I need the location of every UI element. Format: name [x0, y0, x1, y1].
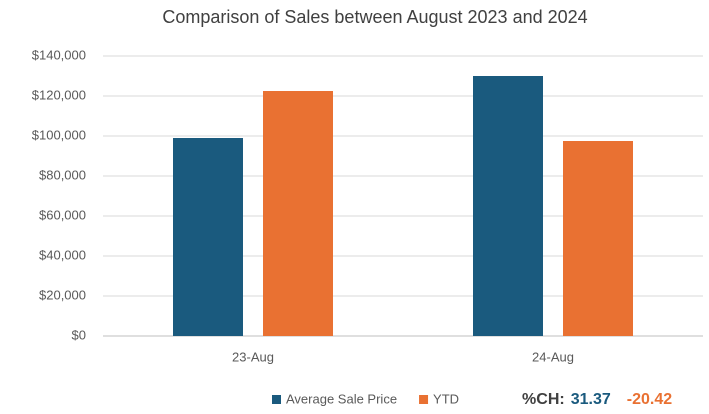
x-tick-label: 23-Aug	[232, 349, 274, 364]
y-tick-label: $0	[72, 327, 86, 342]
y-tick-label: $120,000	[32, 87, 86, 102]
pct-change-value: 31.37	[571, 391, 611, 408]
y-tick-label: $20,000	[39, 287, 86, 302]
bar	[563, 141, 633, 336]
y-tick-label: $60,000	[39, 207, 86, 222]
legend-label: Average Sale Price	[286, 391, 397, 406]
x-tick-label: 24-Aug	[532, 349, 574, 364]
chart-title: Comparison of Sales between August 2023 …	[162, 7, 587, 27]
pct-change-value: -20.42	[627, 391, 672, 408]
y-tick-label: $100,000	[32, 127, 86, 142]
legend-label: YTD	[433, 391, 459, 406]
y-tick-label: $140,000	[32, 47, 86, 62]
bar	[173, 138, 243, 336]
legend-swatch	[272, 395, 281, 404]
legend-swatch	[419, 395, 429, 404]
bar	[263, 91, 333, 336]
y-tick-label: $40,000	[39, 247, 86, 262]
bar	[473, 76, 543, 336]
y-tick-label: $80,000	[39, 167, 86, 182]
pct-change-label: %CH:	[522, 391, 565, 408]
